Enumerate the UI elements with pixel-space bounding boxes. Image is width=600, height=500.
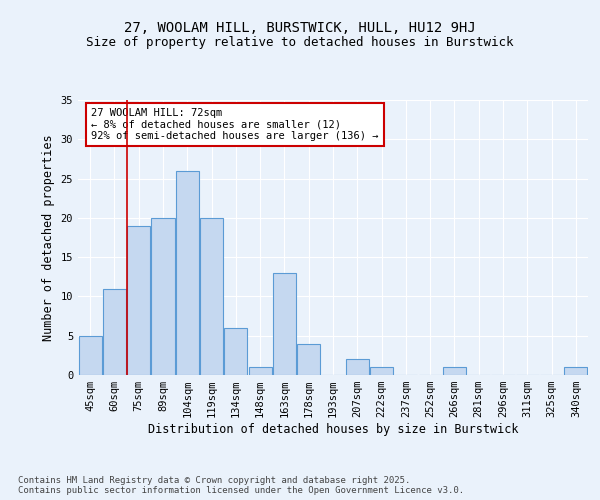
Bar xyxy=(565,367,587,375)
Bar xyxy=(151,218,175,375)
X-axis label: Distribution of detached houses by size in Burstwick: Distribution of detached houses by size … xyxy=(148,423,518,436)
Bar xyxy=(224,328,247,375)
Text: Size of property relative to detached houses in Burstwick: Size of property relative to detached ho… xyxy=(86,36,514,49)
Bar xyxy=(297,344,320,375)
Bar xyxy=(346,360,369,375)
Bar xyxy=(127,226,150,375)
Text: 27, WOOLAM HILL, BURSTWICK, HULL, HU12 9HJ: 27, WOOLAM HILL, BURSTWICK, HULL, HU12 9… xyxy=(124,20,476,34)
Bar xyxy=(248,367,272,375)
Text: Contains HM Land Registry data © Crown copyright and database right 2025.
Contai: Contains HM Land Registry data © Crown c… xyxy=(18,476,464,495)
Bar xyxy=(200,218,223,375)
Bar xyxy=(103,288,126,375)
Text: 27 WOOLAM HILL: 72sqm
← 8% of detached houses are smaller (12)
92% of semi-detac: 27 WOOLAM HILL: 72sqm ← 8% of detached h… xyxy=(91,108,379,141)
Bar xyxy=(443,367,466,375)
Bar xyxy=(273,273,296,375)
Bar xyxy=(79,336,101,375)
Bar xyxy=(176,170,199,375)
Bar xyxy=(370,367,393,375)
Y-axis label: Number of detached properties: Number of detached properties xyxy=(42,134,55,341)
